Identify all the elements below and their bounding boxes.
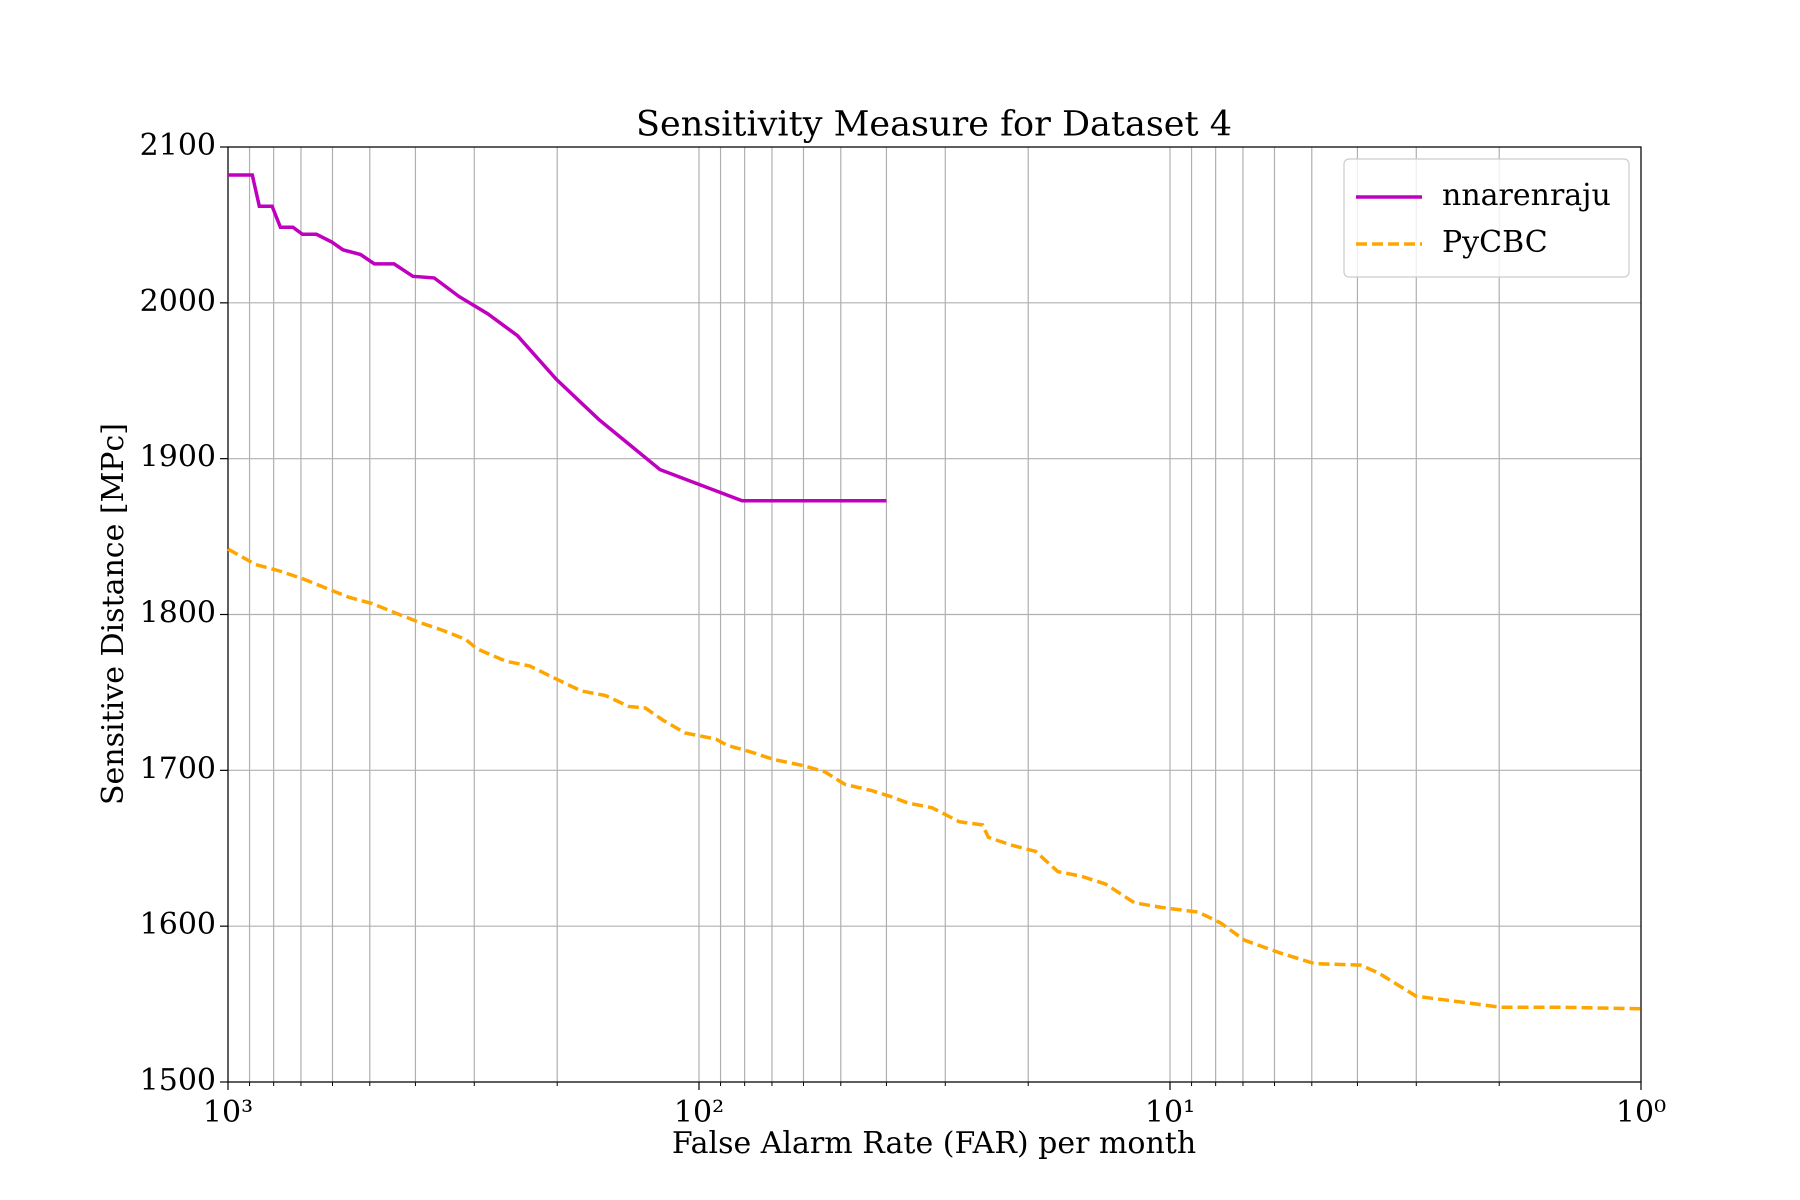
series-line: [227, 547, 1642, 1011]
x-axis-label: False Alarm Rate (FAR) per month: [672, 1126, 1196, 1161]
legend-label: PyCBC: [1442, 225, 1548, 260]
x-tick-label: 10²: [674, 1095, 724, 1130]
legend-label: nnarenraju: [1442, 178, 1611, 213]
y-tick-label: 1700: [140, 751, 216, 786]
y-tick-label: 1600: [140, 907, 216, 942]
x-tick-label: 10³: [203, 1095, 253, 1130]
y-tick-label: 2000: [140, 284, 216, 319]
chart-title: Sensitivity Measure for Dataset 4: [636, 105, 1232, 145]
legend-box: [1343, 158, 1630, 278]
x-tick-label: 10¹: [1145, 1095, 1195, 1130]
y-tick-label: 1500: [140, 1063, 216, 1098]
x-tick-label: 10⁰: [1616, 1095, 1666, 1130]
plot-frame: [227, 146, 1642, 1083]
series-line: [228, 173, 887, 503]
y-tick-label: 1900: [140, 440, 216, 475]
y-tick-label: 2100: [140, 128, 216, 163]
y-axis-label: Sensitive Distance [MPc]: [96, 423, 131, 805]
y-tick-label: 1800: [140, 596, 216, 631]
